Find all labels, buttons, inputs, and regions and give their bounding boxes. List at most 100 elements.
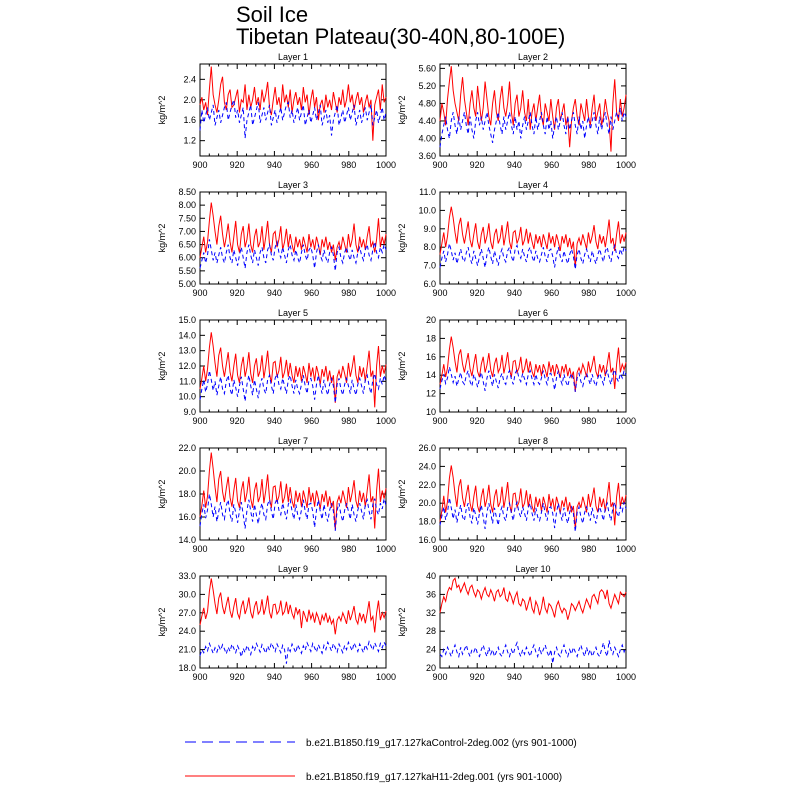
y-tick-label: 18	[426, 333, 436, 343]
series-line-h11	[199, 452, 387, 530]
x-tick-label: 900	[192, 288, 207, 298]
x-tick-label: 980	[341, 288, 356, 298]
y-tick-label: 13.0	[178, 346, 196, 356]
x-tick-label: 940	[507, 672, 522, 682]
y-tick-label: 8.00	[178, 200, 196, 210]
y-axis-label: kg/m^2	[157, 96, 167, 125]
y-tick-label: 22.0	[178, 443, 196, 453]
y-tick-label: 11.0	[419, 187, 436, 197]
y-tick-label: 8.0	[423, 242, 436, 252]
x-tick-label: 1000	[616, 416, 636, 426]
y-tick-label: 10.0	[418, 205, 436, 215]
plot-frame	[199, 319, 387, 413]
y-tick-label: 14	[426, 370, 436, 380]
x-tick-label: 920	[230, 288, 245, 298]
series-line-control	[439, 640, 627, 664]
series-line-control	[199, 640, 387, 664]
panel-title: Layer 7	[278, 436, 308, 446]
panel-title: Layer 1	[278, 52, 308, 62]
y-tick-label: 40	[426, 571, 436, 581]
x-tick-label: 900	[432, 544, 447, 554]
y-axis-label: kg/m^2	[397, 352, 407, 381]
panel-title: Layer 3	[278, 180, 308, 190]
x-tick-label: 920	[470, 672, 485, 682]
series-line-h11	[199, 202, 387, 261]
x-tick-label: 960	[544, 288, 559, 298]
y-tick-label: 36	[426, 589, 436, 599]
y-axis-label: kg/m^2	[157, 352, 167, 381]
y-tick-label: 28	[426, 626, 436, 636]
y-tick-label: 4.00	[418, 133, 436, 143]
x-tick-label: 960	[544, 672, 559, 682]
series-line-h11	[439, 206, 627, 268]
plot-frame	[439, 191, 627, 285]
x-tick-label: 980	[341, 544, 356, 554]
y-tick-label: 5.00	[178, 279, 196, 289]
x-tick-label: 960	[544, 544, 559, 554]
series-line-h11	[439, 66, 627, 152]
y-tick-label: 12.0	[178, 361, 196, 371]
y-axis-label: kg/m^2	[397, 224, 407, 253]
y-tick-label: 16.0	[178, 512, 196, 522]
x-tick-label: 900	[192, 416, 207, 426]
y-tick-label: 5.50	[178, 266, 196, 276]
x-tick-label: 940	[267, 416, 282, 426]
y-tick-label: 5.60	[418, 63, 436, 73]
x-tick-label: 920	[470, 544, 485, 554]
plot-frame	[199, 191, 387, 285]
series-line-h11	[439, 577, 627, 620]
panel-layer-9: Layer 9 kg/m^2 900 920 940 960 980 1000 18.0 21.0…	[157, 564, 396, 682]
series-line-h11	[439, 465, 627, 530]
y-tick-label: 7.0	[423, 261, 436, 271]
y-tick-label: 3.60	[418, 151, 436, 161]
series-line-control	[199, 99, 387, 139]
x-tick-label: 960	[544, 160, 559, 170]
plot-frame	[439, 319, 627, 413]
y-tick-label: 1.6	[183, 115, 196, 125]
y-tick-label: 33.0	[178, 571, 196, 581]
panel-title: Layer 10	[515, 564, 550, 574]
y-axis-label: kg/m^2	[397, 480, 407, 509]
y-tick-label: 8.50	[178, 187, 196, 197]
y-tick-label: 18.0	[418, 517, 436, 527]
series-line-h11	[439, 336, 627, 392]
y-axis-label: kg/m^2	[157, 608, 167, 637]
y-tick-label: 6.50	[178, 240, 196, 250]
y-tick-label: 5.20	[418, 81, 436, 91]
series-line-control	[199, 370, 387, 403]
y-tick-label: 4.80	[418, 98, 436, 108]
y-tick-label: 26.0	[418, 443, 436, 453]
plot-frame	[199, 63, 387, 157]
y-tick-label: 15.0	[178, 315, 196, 325]
x-tick-label: 1000	[376, 416, 396, 426]
panel-layer-1: Layer 1 kg/m^2 900 920 940 960 980 1000 1.2 1.6 2.…	[157, 52, 396, 170]
series-line-control	[199, 239, 387, 271]
y-tick-label: 20	[426, 315, 436, 325]
x-tick-label: 980	[581, 416, 596, 426]
panel-title: Layer 8	[518, 436, 548, 446]
x-tick-label: 900	[432, 288, 447, 298]
x-tick-label: 920	[470, 416, 485, 426]
y-axis-label: kg/m^2	[157, 480, 167, 509]
x-tick-label: 900	[192, 544, 207, 554]
plot-frame	[439, 447, 627, 541]
y-axis-label: kg/m^2	[397, 96, 407, 125]
x-tick-label: 960	[304, 672, 319, 682]
y-tick-label: 7.50	[178, 213, 196, 223]
x-tick-label: 960	[304, 160, 319, 170]
panel-title: Layer 4	[518, 180, 548, 190]
y-tick-label: 24	[426, 645, 436, 655]
series-line-control	[439, 243, 627, 270]
x-tick-label: 920	[470, 160, 485, 170]
x-tick-label: 940	[507, 416, 522, 426]
panel-layer-2: Layer 2 kg/m^2 900 920 940 960 980 1000 3.60 4.00…	[397, 52, 636, 170]
x-tick-label: 900	[432, 416, 447, 426]
x-tick-label: 940	[507, 544, 522, 554]
y-tick-label: 22.0	[418, 480, 436, 490]
series-line-h11	[199, 578, 387, 635]
y-tick-label: 16.0	[418, 535, 436, 545]
x-tick-label: 920	[230, 544, 245, 554]
panel-layer-3: Layer 3 kg/m^2 900 920 940 960 980 1000 5.00 5.50…	[157, 180, 396, 298]
